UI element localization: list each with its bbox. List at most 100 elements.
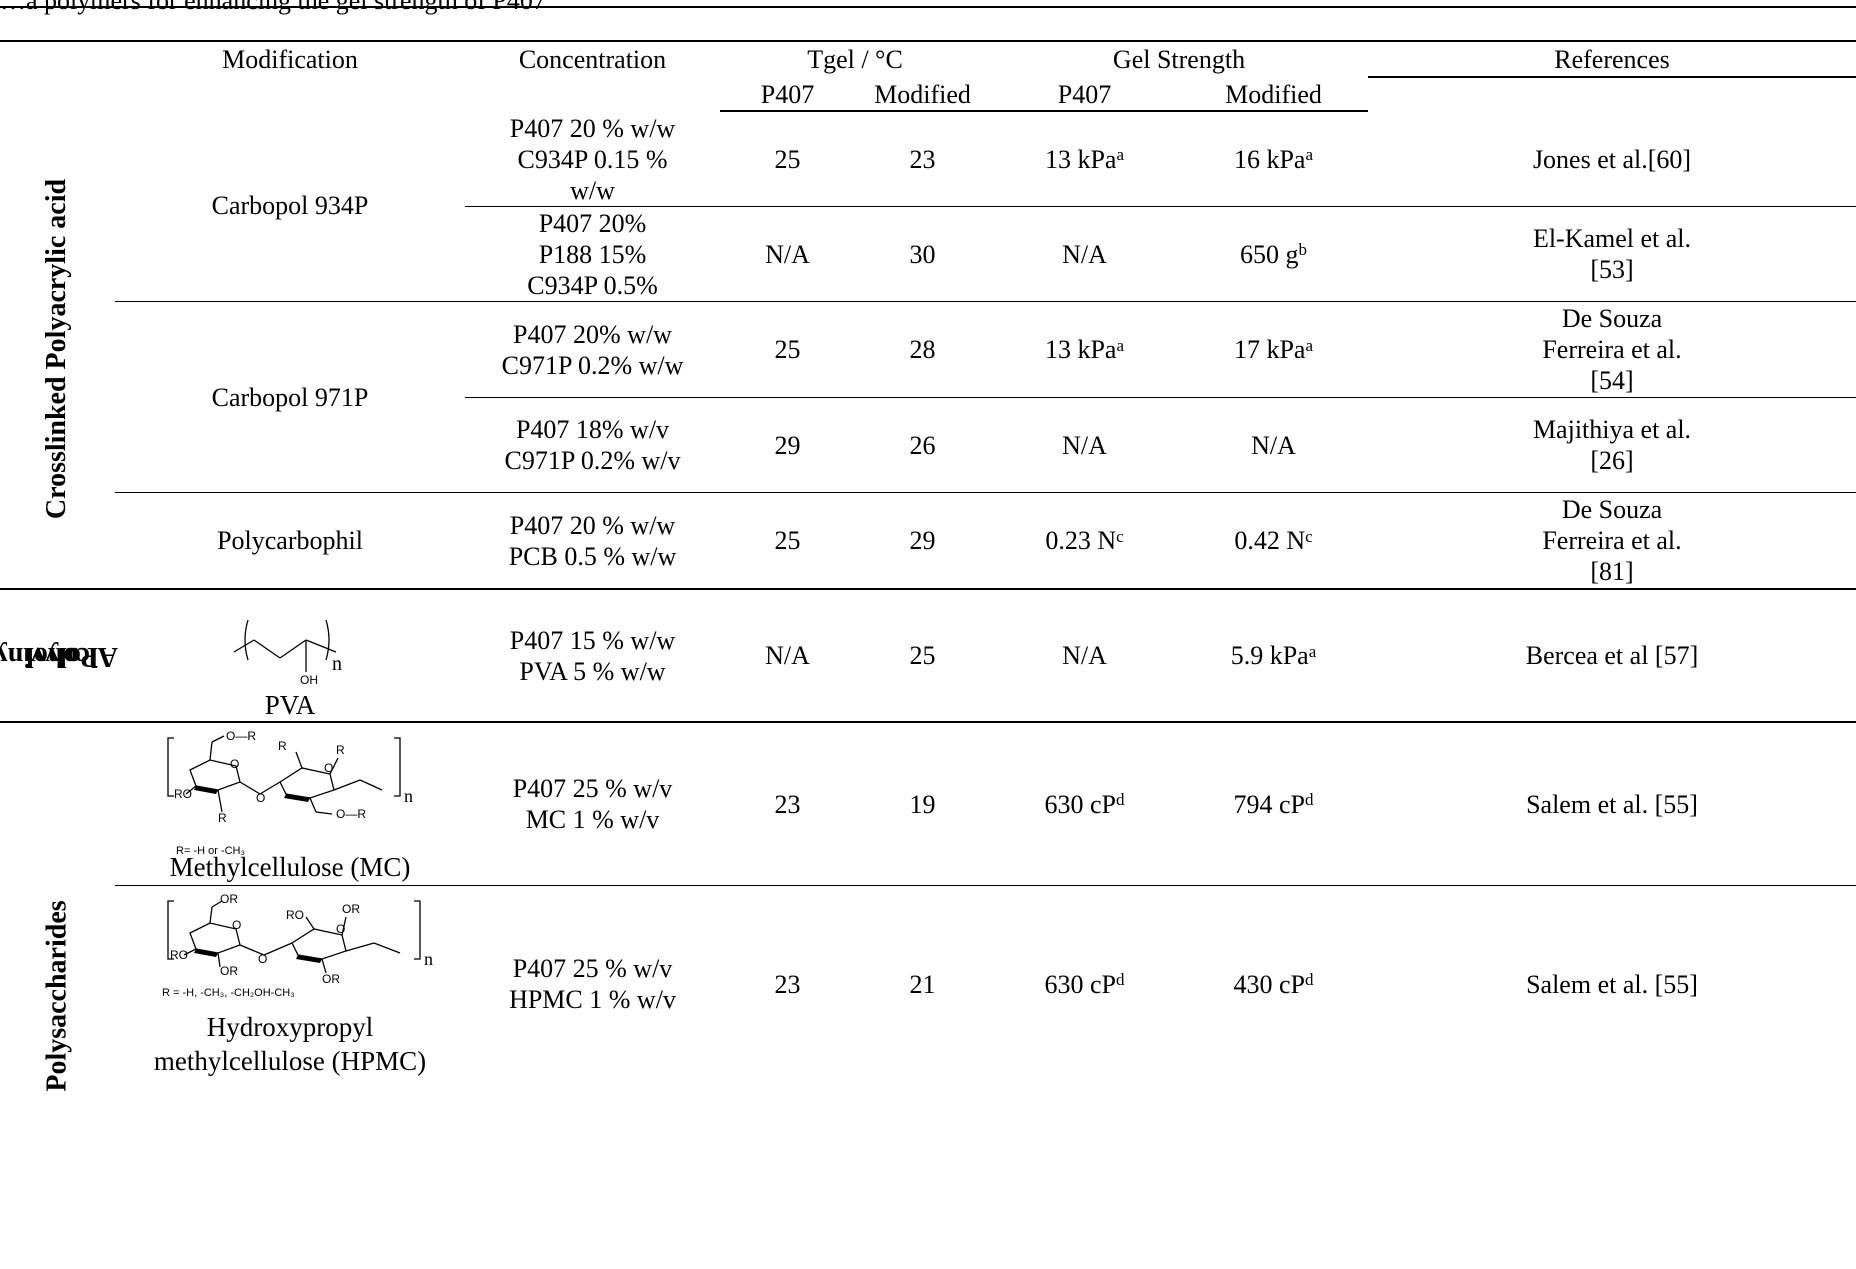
table-row-5-tgel-modified: 29	[909, 526, 936, 555]
subheader-tgel-p407: P407	[760, 79, 815, 109]
table-row-5-reference: De Souza Ferreira et al. [81]	[1542, 495, 1682, 586]
table-row-3-tgel-modified: 28	[909, 335, 936, 364]
table-row-5-tgel-p407: 25	[774, 526, 801, 555]
svg-text:O—R: O—R	[336, 807, 366, 821]
table-row-2-tgel-p407: N/A	[765, 239, 810, 269]
table-row-1-gel-modified: 16 kPa a	[1233, 144, 1314, 174]
mc-r-groups: R= -H or -CH₃	[176, 845, 245, 857]
subheader-gel-modified: Modified	[1225, 79, 1322, 109]
table-row-3-concentration: P407 20% w/w C971P 0.2% w/w	[501, 319, 684, 380]
table-row-6-tgel-p407: N/A	[765, 641, 810, 670]
table-row-6-gel-modified: 5.9 kPa a	[1230, 641, 1317, 670]
modification-carbopol-971p: Carbopol 971P	[211, 382, 369, 412]
table-row-7-tgel-p407: 23	[774, 789, 801, 819]
svg-text:n: n	[424, 949, 433, 969]
table-top-rule	[0, 40, 1856, 42]
group-label-polysaccharides: Polysaccharides	[41, 900, 73, 1092]
subheader-tgel-modified: Modified	[874, 79, 971, 109]
table-row-2-gel-p407: N/A	[1062, 239, 1107, 269]
modification-methylcellulose: Methylcellulose (MC)	[169, 852, 411, 882]
hpmc-structure: OR RO O O RO OR O OR OR n	[160, 893, 470, 1023]
modification-carbopol-934p: Carbopol 934P	[211, 191, 369, 220]
table-row-4-gel-p407: N/A	[1062, 430, 1107, 460]
svg-text:OH: OH	[300, 673, 318, 687]
modification-hpmc-line2: methylcellulose (HPMC)	[153, 1046, 427, 1076]
group-rule-2	[0, 721, 1856, 723]
table-row-3-tgel-p407: 25	[774, 335, 801, 364]
table-row-7-gel-modified: 794 cP d	[1233, 789, 1314, 819]
mc-structure: O—R RO O O R R O O—R R n	[160, 730, 470, 860]
table-row-8-reference: Salem et al. [55]	[1526, 969, 1698, 999]
svg-text:OR: OR	[342, 902, 360, 916]
modification-pva: PVA	[264, 690, 316, 720]
svg-text:O—R: O—R	[226, 730, 256, 743]
row-rule-4	[115, 492, 1856, 493]
svg-text:RO: RO	[170, 948, 188, 962]
hpmc-structure-drawing: OR RO O O RO OR O OR OR n	[167, 893, 433, 986]
table-row-1-concentration: P407 20 % w/w C934P 0.15 % w/w	[509, 113, 676, 205]
svg-text:OR: OR	[220, 964, 238, 978]
table-row-7-gel-p407: 630 cP d	[1044, 789, 1125, 819]
header-tgel: Tgel / °C	[807, 44, 903, 74]
table-row-4-gel-modified: N/A	[1251, 430, 1296, 460]
header-references: References	[1554, 44, 1670, 74]
svg-text:O: O	[258, 952, 267, 966]
svg-text:OR: OR	[220, 893, 238, 906]
svg-text:O: O	[256, 791, 265, 805]
header-concentration: Concentration	[518, 44, 667, 74]
table-row-4-concentration: P407 18% w/v C971P 0.2% w/v	[504, 415, 681, 475]
svg-text:n: n	[404, 786, 413, 806]
row-rule-2	[115, 301, 1856, 302]
modification-polycarbophil: Polycarbophil	[217, 526, 363, 555]
svg-text:n: n	[332, 653, 342, 675]
table-row-3-gel-p407: 13 kPa a	[1044, 335, 1125, 364]
header-rule	[1368, 76, 1856, 78]
subheader-rule	[720, 110, 1368, 112]
table-row-7-concentration: P407 25 % w/v MC 1 % w/v	[512, 774, 673, 834]
table-row-5-concentration: P407 20 % w/w PCB 0.5 % w/w	[508, 510, 677, 571]
svg-text:RO: RO	[286, 908, 304, 922]
caption-rule	[0, 6, 1856, 8]
table-row-8-concentration: P407 25 % w/v HPMC 1 % w/v	[509, 954, 676, 1014]
modification-hpmc-line1: Hydroxypropyl	[206, 1012, 374, 1042]
table-row-6-gel-p407: N/A	[1062, 641, 1107, 670]
table-row-6-reference: Bercea et al [57]	[1525, 641, 1699, 670]
table-row-3-reference: De Souza Ferreira et al. [54]	[1542, 304, 1682, 395]
table-row-2-concentration: P407 20% P188 15% C934P 0.5%	[527, 208, 658, 300]
svg-text:OR: OR	[322, 972, 340, 986]
table-row-2-tgel-modified: 30	[909, 239, 936, 269]
pva-structure: OH n	[230, 600, 350, 692]
group-label-polyacrylic: Crosslinked Polyacrylic acid	[41, 178, 73, 520]
subheader-gel-p407: P407	[1057, 79, 1112, 109]
pva-structure-drawing: OH n	[233, 619, 342, 687]
table-row-6-concentration: P407 15 % w/w PVA 5 % w/w	[509, 625, 676, 686]
table-row-1-reference: Jones et al.[60]	[1532, 144, 1692, 174]
svg-text:O: O	[336, 922, 345, 936]
table-row-1-tgel-p407: 25	[774, 144, 801, 174]
table-row-8-gel-modified: 430 cP d	[1233, 969, 1314, 999]
table-row-4-tgel-p407: 29	[774, 430, 801, 460]
row-rule-1	[465, 206, 1856, 207]
table-row-6-tgel-modified: 25	[909, 641, 936, 670]
header-modification: Modification	[222, 44, 358, 74]
table-row-1-gel-p407: 13 kPa a	[1044, 144, 1125, 174]
svg-text:R: R	[218, 811, 227, 825]
header-gel-strength: Gel Strength	[1112, 44, 1246, 74]
table-row-3-gel-modified: 17 kPa a	[1233, 335, 1314, 364]
table-row-2-reference: El-Kamel et al. [53]	[1532, 224, 1692, 284]
table-row-4-tgel-modified: 26	[909, 430, 936, 460]
table-caption: …a polymers for enhancing the gel streng…	[0, 0, 546, 15]
row-rule-3	[465, 397, 1856, 398]
svg-text:R: R	[336, 743, 345, 757]
table-row-8-tgel-p407: 23	[774, 969, 801, 999]
table-row-4-reference: Majithiya et al. [26]	[1532, 415, 1692, 475]
mc-structure-drawing: O—R RO O O R R O O—R R n	[167, 730, 413, 825]
group-label-pva: PolyvinylAlcohol	[0, 640, 119, 672]
svg-text:RO: RO	[174, 787, 192, 801]
hpmc-r-groups: R = -H, -CH₃, -CH₂OH-CH₃	[162, 987, 295, 999]
table-row-1-tgel-modified: 23	[909, 144, 936, 174]
svg-text:O: O	[324, 761, 333, 775]
